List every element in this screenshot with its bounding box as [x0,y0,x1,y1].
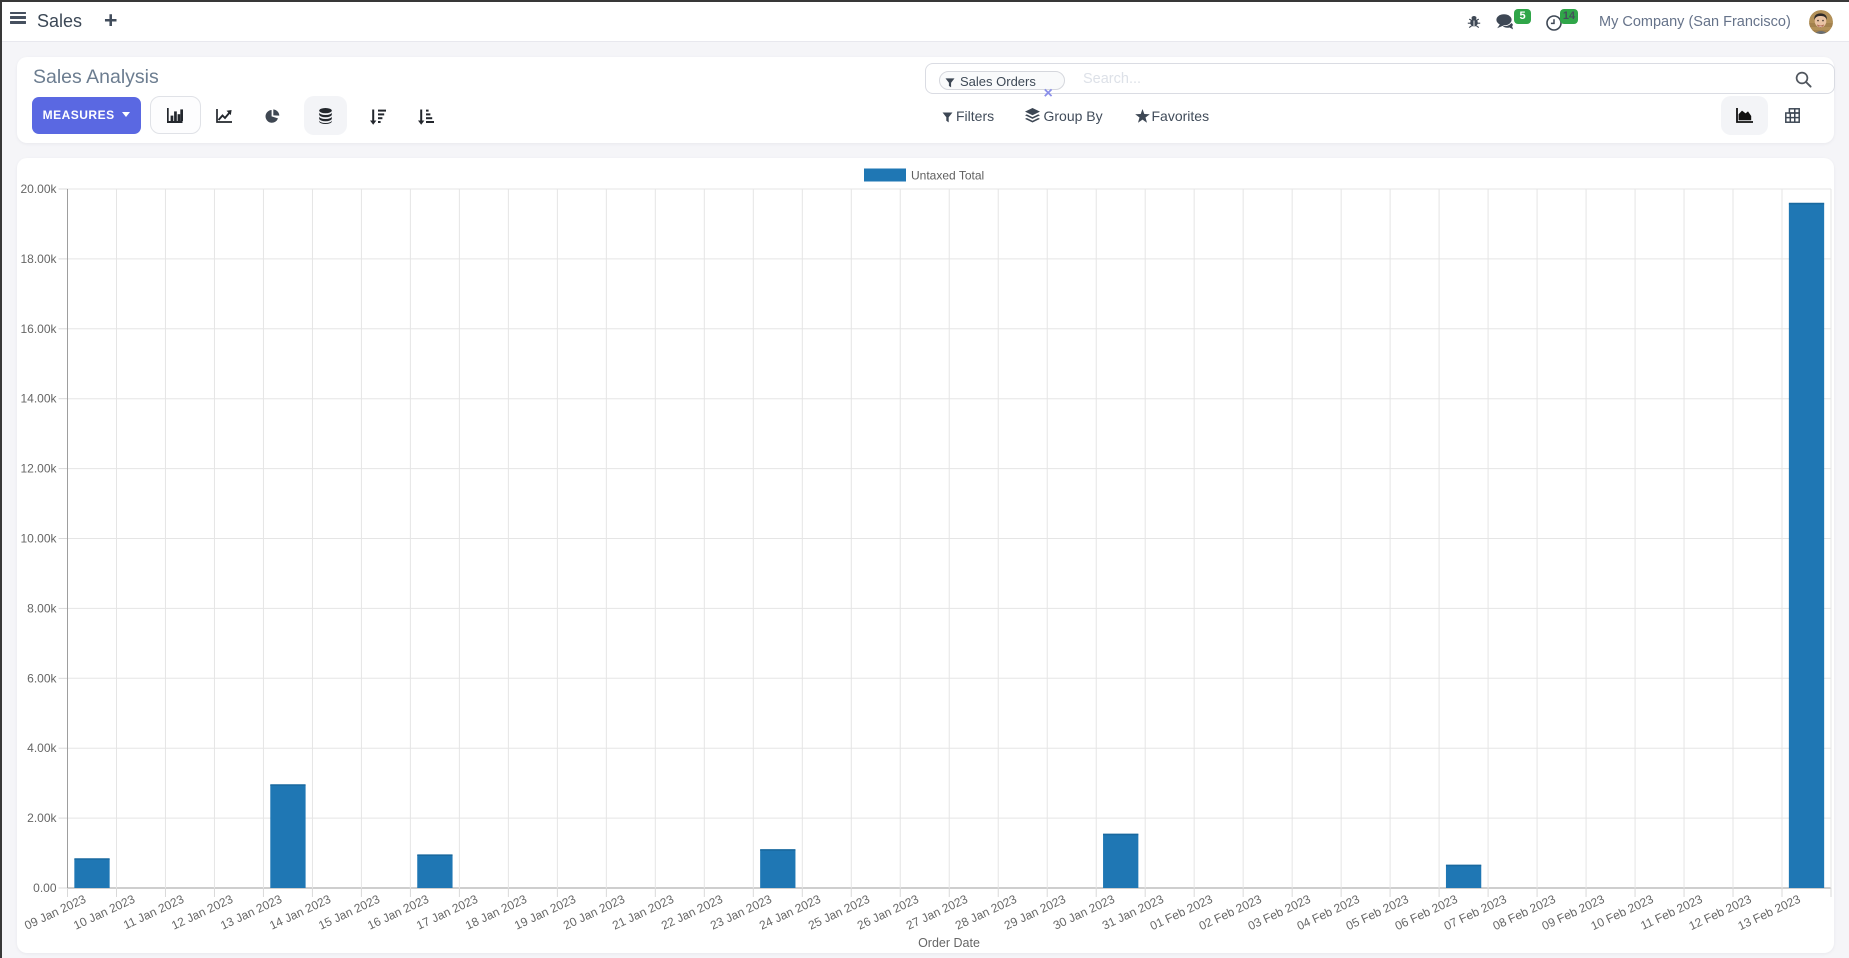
svg-text:16.00k: 16.00k [20,322,57,336]
svg-text:8.00k: 8.00k [27,601,57,615]
svg-text:10.00k: 10.00k [20,532,57,546]
svg-text:Order Date: Order Date [918,936,980,950]
svg-text:Untaxed Total: Untaxed Total [911,169,984,183]
svg-text:6.00k: 6.00k [27,671,57,685]
svg-text:2.00k: 2.00k [27,811,57,825]
svg-text:0.00: 0.00 [33,881,57,895]
svg-text:4.00k: 4.00k [27,741,57,755]
svg-text:12.00k: 12.00k [20,462,57,476]
svg-text:20.00k: 20.00k [20,182,57,196]
svg-text:14.00k: 14.00k [20,392,57,406]
svg-text:18.00k: 18.00k [20,252,57,266]
